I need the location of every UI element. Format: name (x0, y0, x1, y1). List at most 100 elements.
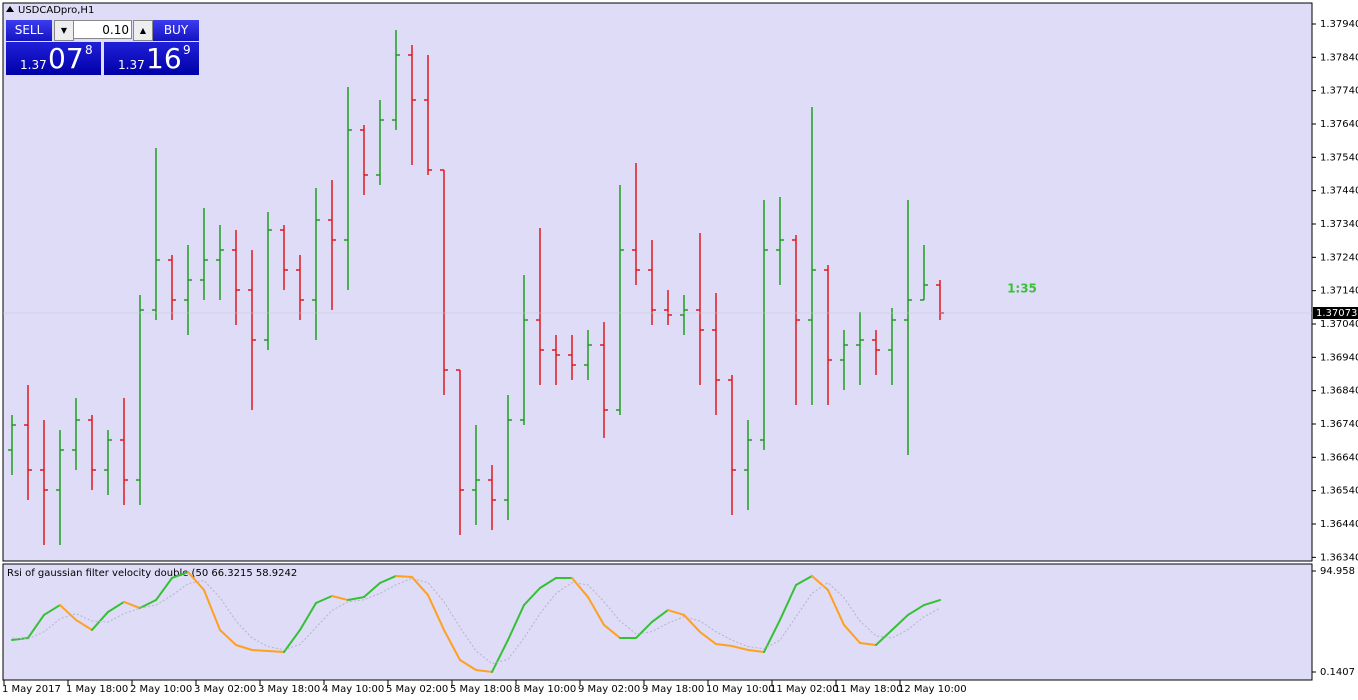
indicator-segment (459, 659, 477, 672)
y-tick-label: 1.36940 (1320, 352, 1358, 363)
x-tick-label: 3 May 02:00 (194, 684, 256, 695)
bid-point: 8 (85, 43, 93, 57)
x-tick-label: 12 May 10:00 (898, 684, 967, 695)
indicator-segment (395, 574, 413, 579)
indicator-segment (299, 602, 317, 631)
y-tick-label: 1.37540 (1320, 152, 1358, 163)
y-tick-label: 1.37640 (1320, 119, 1358, 130)
indicator-segment (779, 584, 797, 621)
last-price-tag (1313, 307, 1358, 319)
indicator-segment (283, 628, 301, 654)
x-tick-label: 9 May 02:00 (578, 684, 640, 695)
y-tick-label: 1.37140 (1320, 286, 1358, 297)
indicator-segment (411, 576, 429, 597)
x-tick-label: 2 May 10:00 (130, 684, 192, 695)
x-tick-label: 4 May 10:00 (322, 684, 384, 695)
bar-timer: 1:35 (1007, 282, 1037, 296)
lot-up[interactable]: ▲ (133, 20, 153, 41)
indicator-segment (155, 576, 173, 602)
indicator-segment (363, 581, 381, 599)
buy-button[interactable]: BUY (153, 20, 199, 41)
indicator-segment (443, 628, 461, 662)
indicator-segment (603, 623, 621, 639)
bid-pips: 07 (48, 42, 84, 75)
indicator-segment (763, 618, 781, 654)
indicator-segment (667, 609, 685, 616)
y-tick-label: 1.36440 (1320, 519, 1358, 530)
main-plot (2, 2, 1313, 562)
y-tick-label: 1.36540 (1320, 486, 1358, 497)
indicator-segment (475, 669, 493, 673)
signal-line (11, 577, 941, 665)
indicator-segment (859, 641, 877, 646)
indicator-segment (539, 576, 557, 589)
indicator-segment (427, 594, 445, 631)
indicator-segment (219, 628, 237, 646)
indicator-segment (315, 594, 333, 605)
indicator-segment (507, 604, 525, 641)
indicator-segment (587, 596, 605, 626)
x-tick-label: 5 May 02:00 (386, 684, 448, 695)
indicator-segment (491, 638, 509, 673)
lot-down[interactable]: ▼ (54, 20, 74, 41)
ask-point: 9 (183, 43, 191, 57)
indicator-segment (731, 645, 749, 651)
indicator-segment (27, 613, 45, 639)
indicator-segment (651, 609, 669, 623)
x-tick-label: 9 May 18:00 (642, 684, 704, 695)
last-price-label: 1.37073 (1316, 308, 1357, 319)
y-tick-label: 1.37040 (1320, 319, 1358, 330)
y-tick-label: 1.36640 (1320, 452, 1358, 463)
indicator-segment (827, 589, 845, 626)
x-tick-label: 8 May 10:00 (514, 684, 576, 695)
bid-tile[interactable]: 1.37 07 8 (6, 42, 101, 75)
indicator-segment (843, 623, 861, 644)
y-tick-label: 1.36840 (1320, 386, 1358, 397)
indicator-segment (747, 648, 765, 654)
lot-input[interactable]: 0.10 (73, 20, 132, 39)
indicator-segment (267, 649, 285, 654)
sell-button[interactable]: SELL (6, 20, 52, 41)
indicator-segment (811, 574, 829, 592)
indicator-segment (235, 643, 253, 651)
indicator-segment (107, 600, 125, 613)
bid-big: 1.37 (20, 58, 47, 72)
x-tick-label: 11 May 02:00 (770, 684, 839, 695)
indicator-segment (43, 604, 61, 616)
y-tick-label: 1.37440 (1320, 186, 1358, 197)
y-tick-label: 1.37940 (1320, 19, 1358, 30)
ask-tile[interactable]: 1.37 16 9 (104, 42, 199, 75)
ask-big: 1.37 (118, 58, 145, 72)
indicator-segment (923, 599, 941, 607)
indicator-plot (2, 563, 1313, 681)
indicator-segment (59, 604, 77, 621)
collapse-icon[interactable] (6, 6, 14, 12)
x-tick-label: 11 May 18:00 (834, 684, 903, 695)
y-tick-label: 1.36340 (1320, 552, 1358, 563)
x-tick-label: 5 May 18:00 (450, 684, 512, 695)
indicator-segment (171, 571, 189, 579)
x-tick-label: 1 May 2017 (2, 684, 61, 695)
indicator-segment (699, 630, 717, 646)
indicator-segment (347, 596, 365, 602)
indicator-segment (635, 620, 653, 639)
x-tick-label: 10 May 10:00 (706, 684, 775, 695)
indicator-segment (139, 599, 157, 610)
y-tick-label: 1.37740 (1320, 86, 1358, 97)
y-tick-label: 1.37340 (1320, 219, 1358, 230)
indicator-segment (251, 648, 269, 652)
chart-title: USDCADpro,H1 (18, 5, 94, 16)
indicator-segment (875, 628, 893, 646)
x-tick-label: 3 May 18:00 (258, 684, 320, 695)
y-tick-label: 1.36740 (1320, 419, 1358, 430)
indicator-segment (379, 574, 397, 584)
y-tick-label: 0.1407 (1320, 667, 1355, 678)
indicator-segment (75, 618, 93, 631)
indicator-title: Rsi of gaussian filter velocity double (… (7, 568, 297, 579)
indicator-segment (715, 643, 733, 648)
indicator-segment (907, 604, 925, 616)
indicator-segment (891, 613, 909, 631)
x-tick-label: 1 May 18:00 (66, 684, 128, 695)
